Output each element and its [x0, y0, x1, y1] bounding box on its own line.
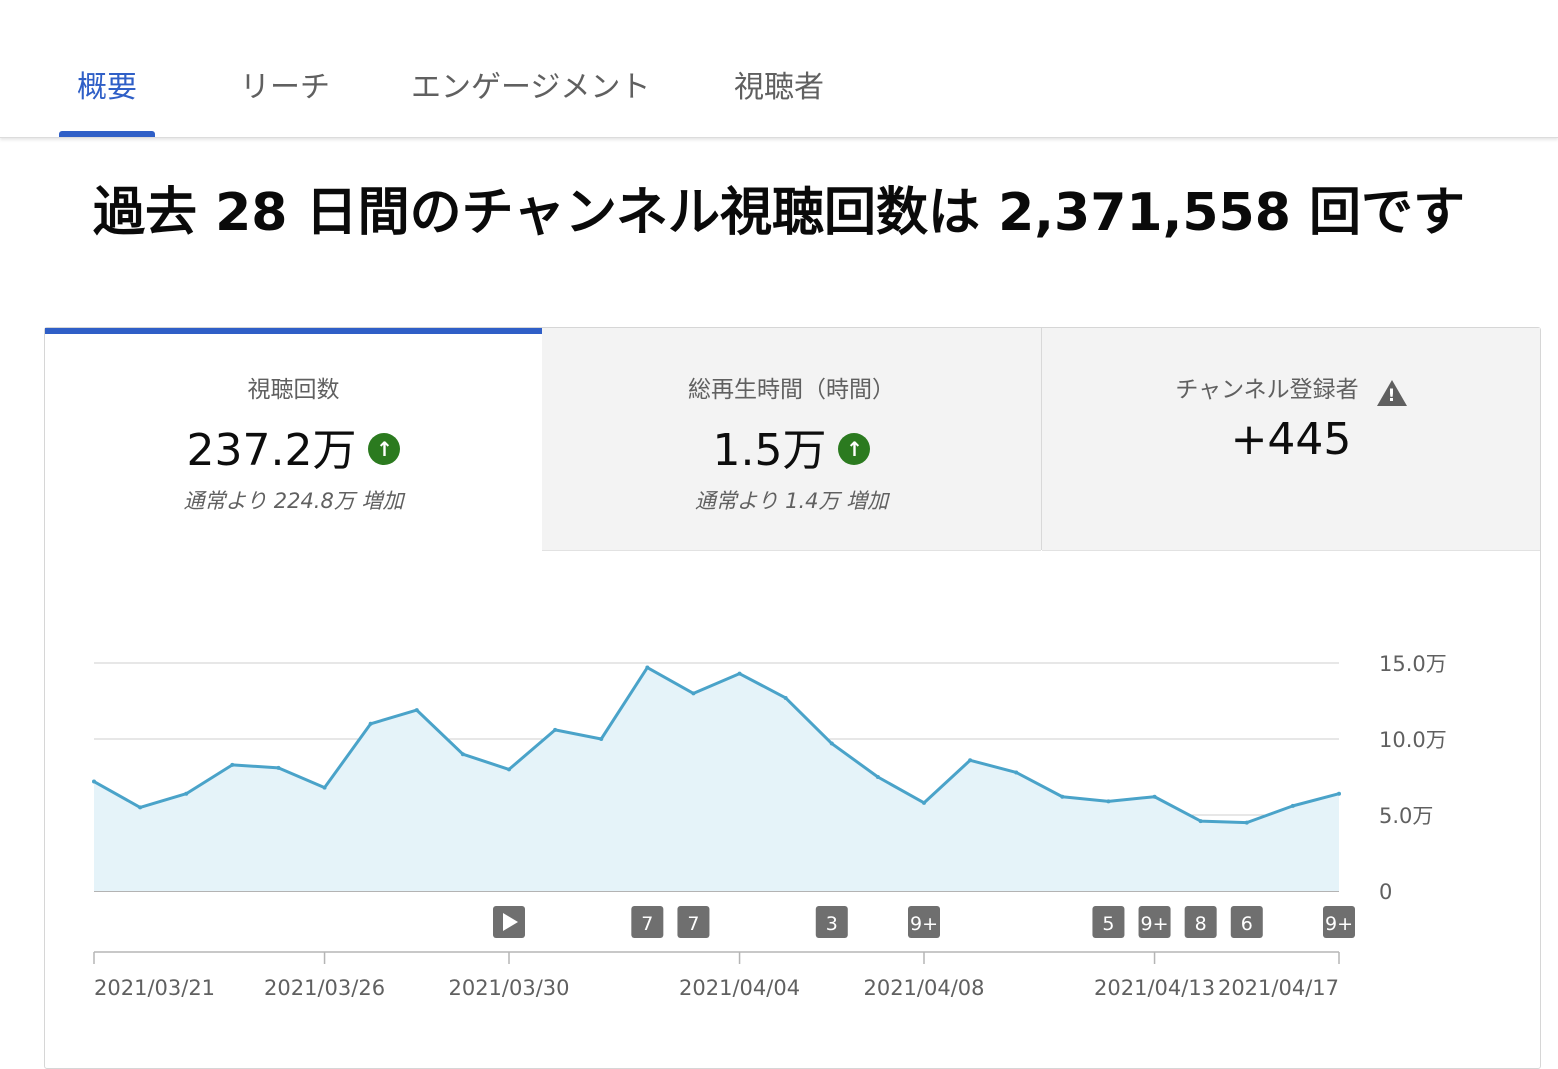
metric-label-text: チャンネル登録者 — [1175, 377, 1359, 403]
data-point — [1152, 794, 1157, 799]
metric-label: チャンネル登録者 — [1042, 370, 1540, 406]
tab-overview[interactable]: 概要 — [77, 70, 137, 105]
upload-marker-count: 5 — [1102, 913, 1114, 935]
views-line — [93, 666, 1340, 825]
upload-marker — [908, 906, 940, 938]
warning-icon[interactable] — [1376, 379, 1407, 406]
tab-audience[interactable]: 視聴者 — [734, 70, 824, 105]
upload-marker-count: 7 — [641, 913, 653, 935]
metric-watch-time-tab[interactable]: 総再生時間（時間） 1.5万 ↑ 通常より 1.4万 増加 — [542, 328, 1041, 551]
data-point — [92, 779, 96, 784]
upload-marker-count: 6 — [1241, 913, 1253, 935]
data-point — [1106, 799, 1111, 804]
upload-marker — [1184, 906, 1217, 938]
data-point — [276, 765, 281, 770]
active-tab-indicator — [59, 131, 155, 137]
metric-value: +445 — [1230, 414, 1352, 465]
data-point — [968, 758, 973, 763]
data-point — [1198, 819, 1203, 824]
data-point — [1014, 770, 1019, 775]
upload-marker — [1323, 906, 1355, 938]
data-point — [460, 752, 465, 757]
metric-views-tab[interactable]: 視聴回数 237.2万 ↑ 通常より 224.8万 増加 — [45, 328, 542, 550]
data-point — [737, 671, 742, 676]
upload-marker-count: 8 — [1195, 913, 1207, 935]
data-point — [184, 791, 189, 796]
upload-marker — [1092, 906, 1125, 938]
metric-value: 237.2万 ↑ — [45, 414, 542, 478]
data-point — [138, 805, 143, 810]
upload-marker-count: 3 — [826, 913, 838, 935]
metric-value-text: 237.2万 — [186, 425, 357, 476]
tab-bar: 概要 リーチ エンゲージメント 視聴者 — [0, 0, 1558, 138]
arrow-up-icon: ↑ — [838, 433, 871, 465]
data-point — [1244, 820, 1249, 825]
data-point — [322, 785, 327, 790]
data-point — [1290, 803, 1295, 808]
upload-marker — [677, 906, 710, 938]
data-point — [1060, 794, 1065, 799]
data-point — [368, 721, 373, 726]
y-tick-label: 5.0万 — [1379, 804, 1433, 828]
upload-marker-count: 9+ — [910, 913, 938, 935]
x-tick-label: 2021/04/04 — [679, 976, 800, 1000]
metric-value-text: 1.5万 — [712, 425, 827, 476]
metric-divider — [1041, 328, 1042, 550]
upload-marker-count: 9+ — [1325, 913, 1353, 935]
data-point — [599, 737, 604, 741]
views-chart: 0 5.0万 10.0万 15.0万 7 7 3 9+ 5 9+ 8 6 9+ 2021/03/21 202… — [92, 652, 1447, 1000]
y-tick-label: 15.0万 — [1379, 652, 1447, 676]
upload-marker-count: 7 — [687, 913, 699, 935]
x-tick-label: 2021/03/26 — [264, 976, 385, 1000]
y-tick-label: 0 — [1379, 880, 1392, 904]
data-point — [553, 727, 558, 732]
data-point — [922, 800, 926, 805]
tab-engagement[interactable]: エンゲージメント — [411, 70, 651, 105]
upload-marker — [815, 906, 848, 938]
arrow-up-icon: ↑ — [368, 433, 401, 465]
data-point — [1337, 791, 1341, 796]
views-area — [94, 667, 1339, 891]
x-tick-label: 2021/03/30 — [448, 976, 569, 1000]
x-tick-label: 2021/04/08 — [863, 976, 984, 1000]
metric-subscribers-tab[interactable]: チャンネル登録者 +445 — [1042, 328, 1540, 551]
x-tick-label: 2021/03/21 — [94, 976, 215, 1000]
metric-comparison: 通常より 1.4万 増加 — [694, 489, 889, 513]
data-point — [645, 665, 650, 670]
upload-marker — [1230, 906, 1263, 938]
upload-marker — [1138, 906, 1171, 938]
metrics-card: 視聴回数 237.2万 ↑ 通常より 224.8万 増加 総再生時間（時間） 1.… — [44, 327, 1541, 1069]
metric-label: 視聴回数 — [247, 377, 340, 403]
selected-metric-indicator — [45, 328, 542, 334]
metric-label: 総再生時間（時間） — [688, 377, 895, 403]
upload-marker — [631, 906, 664, 938]
data-point — [783, 695, 788, 700]
x-tick-label: 2021/04/13 — [1094, 976, 1215, 1000]
tab-reach[interactable]: リーチ — [240, 70, 330, 105]
data-point — [875, 775, 880, 779]
play-icon — [503, 913, 518, 931]
page-headline: 過去 28 日間のチャンネル視聴回数は 2,371,558 回です — [93, 183, 1465, 243]
data-point — [691, 691, 696, 696]
metric-value: 1.5万 ↑ — [542, 414, 1041, 478]
x-tick-label: 2021/04/17 — [1218, 976, 1339, 1000]
data-point — [414, 708, 419, 713]
metric-comparison: 通常より 224.8万 増加 — [183, 489, 404, 513]
y-tick-label: 10.0万 — [1379, 728, 1447, 752]
upload-marker-count: 9+ — [1141, 913, 1169, 935]
data-point — [230, 762, 235, 767]
data-point — [829, 741, 834, 746]
data-point — [507, 767, 511, 772]
